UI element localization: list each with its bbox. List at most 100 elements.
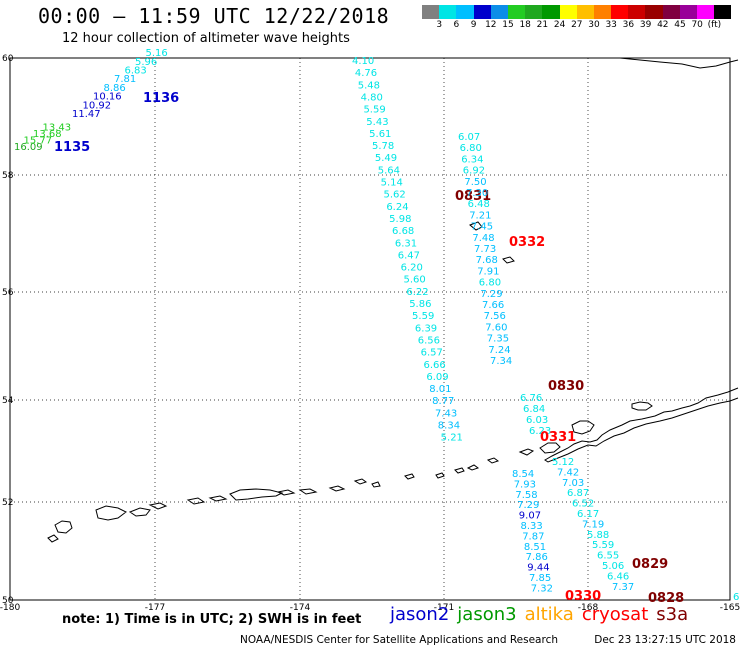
wave-height-value: 5.98 [389,214,411,225]
satellite-legend: jason2 jason3 altika cryosat s3a [390,604,696,625]
scale-label: 30 [588,20,600,30]
wave-height-value: 8.34 [438,421,460,432]
wave-height-value: 7.29 [517,500,539,511]
legend-jason3: jason3 [457,604,517,625]
wave-height-value: 5.78 [372,141,394,152]
wave-height-value: 6.57 [421,348,443,359]
legend-cryosat: cryosat [581,604,649,625]
scale-swatch [576,5,594,19]
wave-height-value: 7.60 [485,322,507,333]
map-footer: NOAA/NESDIS Center for Satellite Applica… [240,634,736,646]
wave-height-value: 8.86 [104,83,126,94]
wave-height-value: 6.66 [424,360,446,371]
graticule [9,57,731,601]
footer-timestamp: Dec 23 13:27:15 UTC 2018 [594,634,736,646]
wave-height-value: 7.35 [487,334,509,345]
wave-height-value: 6.09 [426,372,448,383]
wave-height-value: 6 [733,592,739,603]
wave-height-value: 7.24 [488,345,510,356]
scale-label: 12 [485,20,497,30]
wave-height-value: 9.44 [527,563,549,574]
wave-height-value: 11.47 [72,109,101,120]
pass-time-label: 0830 [548,379,584,394]
wave-height-value: 5.64 [378,165,400,176]
wave-height-value: 7.91 [477,266,499,277]
track-0331: 0331 [540,430,576,445]
wave-height-value: 5.59 [412,311,434,322]
wave-height-value: 6.23 [529,426,551,437]
longitude-label: -177 [145,603,165,613]
plot-frame [9,57,731,601]
wave-height-value: 7.66 [482,300,504,311]
wave-height-value: 6.03 [526,415,548,426]
wave-height-color-scale [422,5,732,19]
wave-height-value: 7.42 [557,467,579,478]
wave-height-value: 7.68 [476,255,498,266]
wave-height-value: 16.09 [14,142,43,153]
latitude-label: 60 [2,54,14,64]
wave-height-value: 6.48 [468,199,490,210]
pass-time-label: 1136 [143,91,179,106]
scale-label: 42 [657,20,669,30]
scale-label: 36 [622,20,635,30]
scale-swatch [611,5,629,19]
wave-height-value: 7.32 [531,583,553,594]
wave-height-value: 7.29 [480,289,502,300]
wave-height-value: 7.87 [522,531,544,542]
wave-height-value: 5.49 [375,153,397,164]
wave-height-value: 6.80 [479,278,501,289]
wave-height-value: 10.92 [83,100,112,111]
map-title: 00:00 – 11:59 UTC 12/22/2018 [38,4,390,28]
longitude-label: -174 [290,603,311,613]
scale-label: 3 [436,20,443,30]
track-0332: 6.076.806.346.927.507.306.487.217.457.48… [458,132,545,367]
wave-height-value: 7.48 [472,233,494,244]
scale-label: 21 [536,20,549,30]
color-scale-labels: 3 6 9 12 15 18 21 24 27 30 33 36 39 42 45 70 (ft) [422,20,740,34]
pass-time-label: 0829 [632,557,668,572]
wave-height-value: 7.30 [466,188,488,199]
wave-height-value: 7.58 [515,490,537,501]
track-0828: 6 0828 [648,591,739,606]
wave-height-value: 4.76 [355,68,377,79]
legend-altika: altika [524,604,574,625]
scale-swatch [714,5,732,19]
scale-swatch [473,5,491,19]
longitude-label: -165 [720,603,740,613]
scale-swatch [439,5,457,19]
wave-height-value: 13.68 [33,129,62,140]
legend-s3a: s3a [656,604,689,625]
longitude-label: -171 [434,603,454,613]
pribilof-st-george [502,256,515,264]
longitude-label: -168 [578,603,599,613]
scale-label: (ft) [707,20,722,30]
wave-height-value: 7.50 [464,177,486,188]
islands-7 [435,472,445,479]
scale-swatch [645,5,663,19]
wave-height-value: 6.22 [406,287,428,298]
latitude-label: 52 [2,498,13,508]
track-0830: 6.766.846.036.23 0830 [520,379,584,437]
longitude-label: -180 [0,603,20,613]
scale-swatch [456,5,474,19]
map-subtitle: 12 hour collection of altimeter wave hei… [62,31,350,46]
wave-height-value: 6.46 [607,571,629,582]
wave-height-value: 5.14 [381,178,403,189]
coastline [47,57,739,543]
wave-height-value: 6.80 [460,143,482,154]
wave-height-value: 5.88 [587,530,609,541]
wave-height-value: 6.39 [415,323,437,334]
wave-height-value: 6.56 [418,335,440,346]
wave-height-value: 7.43 [435,408,457,419]
pass-time-label: 0831 [455,189,491,204]
footer-credit: NOAA/NESDIS Center for Satellite Applica… [240,634,558,646]
wave-height-value: 6.68 [392,226,414,237]
wave-height-value: 7.03 [562,478,584,489]
wave-height-value: 7.21 [469,210,491,221]
map-note: note: 1) Time is in UTC; 2) SWH is in fe… [62,612,362,627]
islands-5 [466,464,480,471]
scale-label: 39 [639,20,652,30]
wave-height-value: 6.24 [386,202,408,213]
